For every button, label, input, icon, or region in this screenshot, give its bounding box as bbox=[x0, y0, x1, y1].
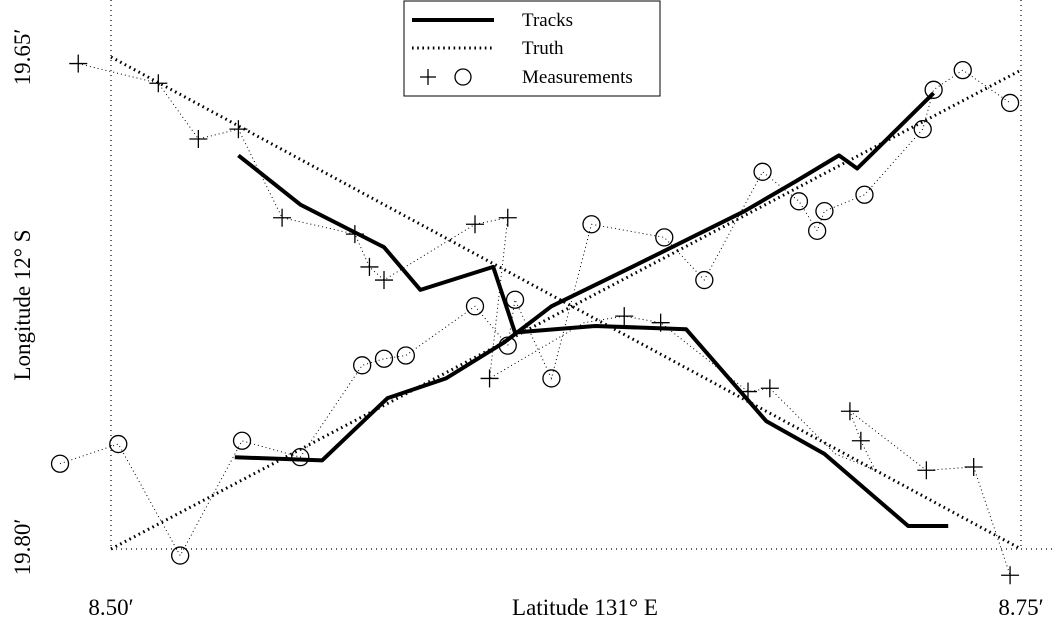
measurement-circle-marker bbox=[505, 290, 525, 309]
legend-truth-label: Truth bbox=[522, 38, 564, 59]
measurement-circle-marker bbox=[789, 192, 809, 211]
legend: Tracks Truth Measurements bbox=[403, 0, 661, 97]
measurement-markers bbox=[50, 54, 1020, 585]
truth-lines bbox=[110, 55, 1022, 551]
legend-tracks-label: Tracks bbox=[522, 10, 573, 31]
truth-line-plus-target bbox=[110, 55, 1022, 551]
measurement-guide-plus bbox=[78, 63, 1011, 576]
measurement-circle-marker bbox=[913, 120, 932, 139]
y-tick-label-bottom: 19.80′ bbox=[10, 519, 35, 576]
measurement-circle-marker bbox=[1000, 93, 1020, 113]
measurement-plus-marker bbox=[229, 120, 248, 139]
measurement-plus-marker bbox=[498, 208, 517, 227]
measurement-circle-marker bbox=[924, 80, 943, 99]
measurement-plus-marker bbox=[840, 402, 859, 421]
measurement-plus-marker bbox=[375, 271, 393, 290]
measurement-circle-marker bbox=[109, 434, 128, 454]
x-axis-label: Latitude 131° E bbox=[512, 595, 658, 620]
measurement-plus-marker bbox=[69, 54, 88, 73]
legend-circle-marker bbox=[454, 68, 472, 86]
measurement-circle-marker bbox=[582, 215, 601, 234]
measurement-circle-marker bbox=[695, 270, 714, 290]
measurement-plus-marker bbox=[189, 130, 208, 148]
measurement-plus-marker bbox=[739, 382, 757, 401]
measurement-circle-marker bbox=[542, 369, 561, 388]
measurement-circle-marker bbox=[655, 228, 674, 247]
measurement-circle-marker bbox=[855, 185, 874, 204]
measurement-plus-marker bbox=[917, 461, 936, 480]
measurement-plus-marker bbox=[360, 257, 379, 276]
measurement-circle-marker bbox=[50, 454, 70, 473]
measurement-circle-marker bbox=[498, 336, 517, 355]
measurement-circle-marker bbox=[232, 431, 252, 450]
measurement-plus-marker bbox=[345, 225, 364, 244]
x-tick-label-max: 8.75′ bbox=[998, 595, 1043, 620]
x-tick-label-min: 8.50′ bbox=[88, 595, 133, 620]
measurement-plus-marker bbox=[149, 74, 168, 93]
track-lines bbox=[234, 91, 949, 528]
measurement-plus-marker bbox=[480, 369, 499, 388]
measurement-circle-marker bbox=[374, 349, 394, 368]
y-axis-label: Longitude 12° S bbox=[10, 229, 35, 380]
measurement-plus-marker bbox=[851, 431, 870, 450]
legend-box bbox=[403, 0, 661, 97]
measurement-plus-marker bbox=[760, 379, 779, 398]
y-tick-label-top: 19.65′ bbox=[10, 29, 35, 86]
track-line-circle-target bbox=[234, 91, 936, 463]
legend-measurements-label: Measurements bbox=[522, 67, 633, 88]
measurement-circle-marker bbox=[953, 60, 972, 80]
measurement-plus-marker bbox=[1001, 566, 1020, 585]
measurement-circle-marker bbox=[753, 162, 772, 181]
measurement-circle-marker bbox=[353, 356, 372, 375]
track-line-plus-target bbox=[237, 153, 949, 528]
measurement-plus-marker bbox=[964, 458, 983, 476]
measurement-guide-lines bbox=[59, 63, 1011, 576]
measurement-plus-marker bbox=[615, 307, 634, 326]
measurement-circle-marker bbox=[815, 202, 834, 221]
measurement-circle-marker bbox=[465, 297, 485, 316]
measurement-plus-marker bbox=[466, 215, 484, 234]
legend-plus-marker bbox=[420, 69, 436, 85]
measurement-circle-marker bbox=[291, 448, 310, 467]
measurement-guide-circle bbox=[59, 69, 1011, 557]
measurement-plus-marker bbox=[273, 208, 292, 227]
measurement-circle-marker bbox=[808, 221, 827, 240]
measurement-circle-marker bbox=[171, 546, 190, 565]
measurement-plus-marker bbox=[651, 313, 670, 332]
measurement-circle-marker bbox=[396, 346, 415, 365]
